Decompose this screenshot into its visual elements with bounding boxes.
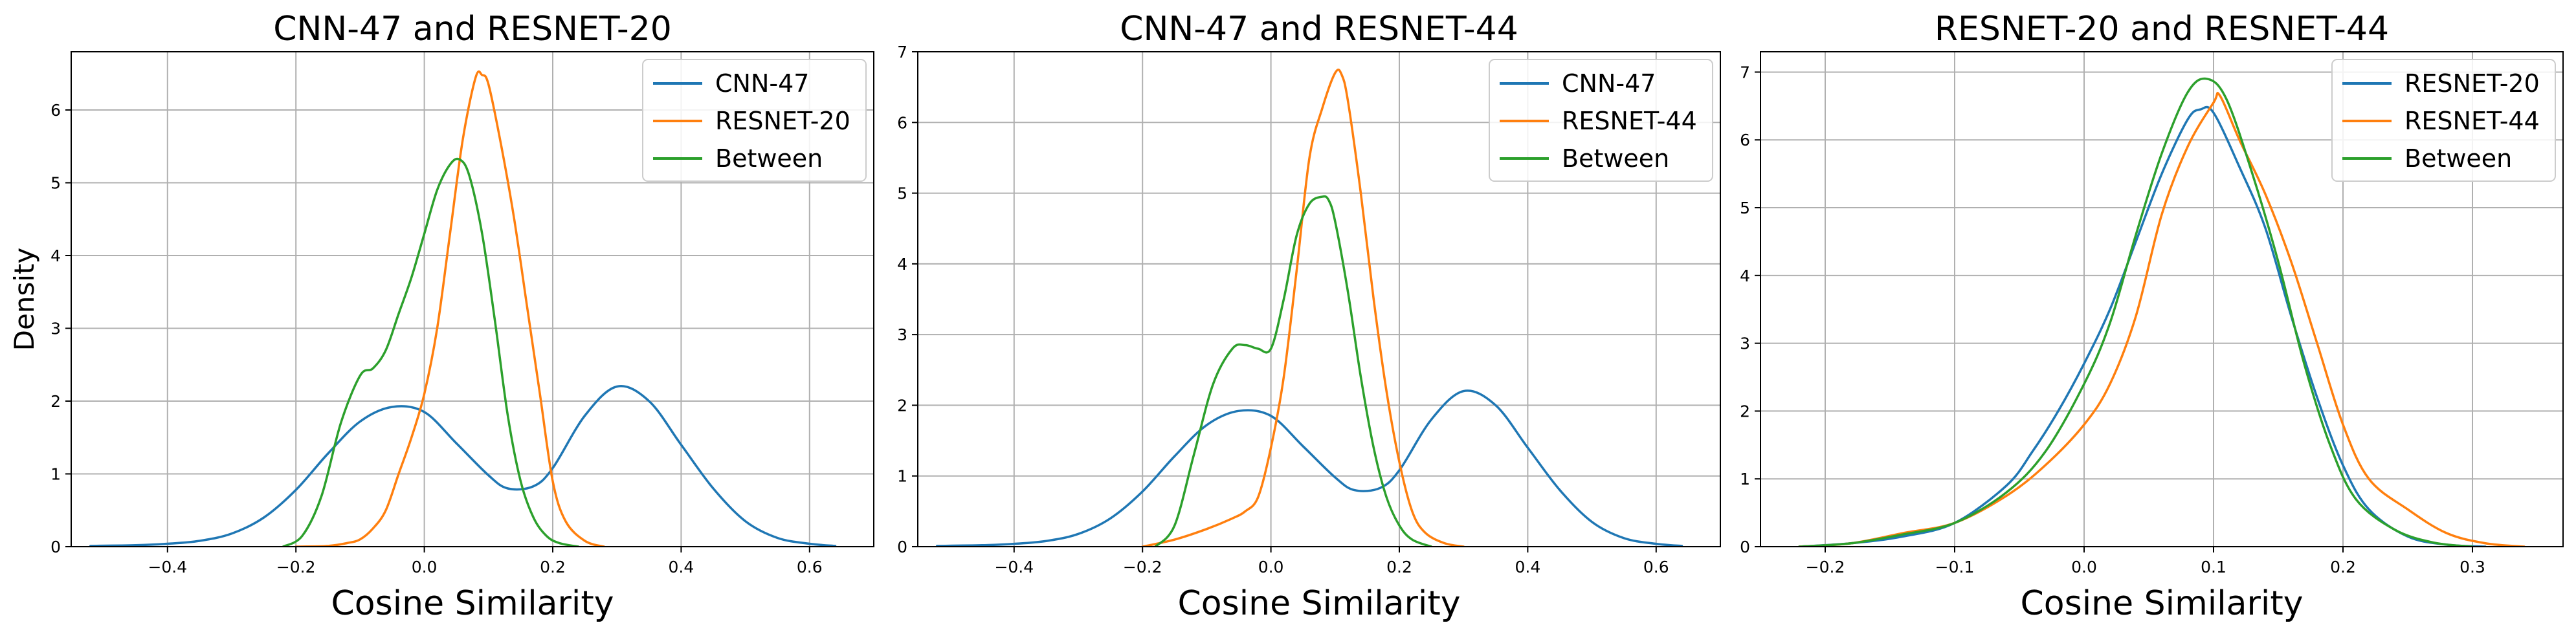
y-tick-label: 1 [50, 465, 61, 484]
legend-entry: Between [715, 144, 823, 173]
y-tick-label: 5 [897, 184, 907, 203]
y-axis-label: Density [8, 248, 40, 351]
legend-entry: RESNET-44 [1562, 107, 1697, 135]
y-tick-label: 4 [897, 255, 907, 274]
series-line-resnet-20 [294, 70, 606, 547]
chart-title: RESNET-20 and RESNET-44 [1935, 10, 2389, 49]
series-line-cnn-47 [89, 385, 837, 547]
legend-entry: Between [2404, 144, 2512, 173]
y-tick-label: 3 [50, 320, 61, 338]
x-tick-label: −0.1 [1935, 558, 1975, 576]
y-tick-label: 2 [1740, 402, 1750, 421]
legend: RESNET-20 RESNET-44 Between [2331, 59, 2556, 182]
y-tick-label: 2 [50, 392, 61, 411]
x-axis-label: Cosine Similarity [2021, 584, 2304, 623]
x-tick-label: 0.3 [2459, 558, 2485, 576]
y-tick-label: 3 [1740, 334, 1750, 353]
chart-panel-1: −0.4 −0.2 0.0 0.2 0.4 0.6 0 1 2 3 4 5 6 CNN-47 and RE… [8, 10, 874, 623]
y-tick-label: 6 [897, 113, 907, 132]
legend-entry: RESNET-44 [2404, 107, 2540, 135]
y-tick-label: 0 [897, 538, 907, 556]
series-line-resnet-44 [1141, 68, 1465, 547]
axes-frame [917, 51, 1721, 547]
chart-panel-2: −0.4 −0.2 0.0 0.2 0.4 0.6 0 1 2 3 4 5 6 7 CNN-47 and R… [897, 10, 1721, 623]
y-tick-label: 1 [1740, 470, 1750, 488]
y-tick-label: 7 [1740, 63, 1750, 82]
series-line-between [282, 157, 580, 547]
legend-entry: RESNET-20 [2404, 69, 2540, 98]
x-tick-label: 0.2 [1386, 558, 1412, 576]
x-tick-label: −0.2 [1123, 558, 1162, 576]
y-tick-label: 5 [50, 174, 61, 193]
x-tick-label: 0.1 [2201, 558, 2226, 576]
legend: CNN-47 RESNET-20 Between [642, 59, 867, 182]
chart-title: CNN-47 and RESNET-20 [273, 10, 672, 49]
legend-box [2331, 59, 2556, 182]
series-line-cnn-47 [936, 389, 1683, 547]
chart-panel-3: −0.2 −0.1 0.0 0.1 0.2 0.3 0 1 2 3 4 5 6 7 RESNET-20 an… [1740, 10, 2564, 623]
x-axis-label: Cosine Similarity [1178, 584, 1461, 623]
x-tick-label: 0.0 [2071, 558, 2097, 576]
x-tick-label: −0.4 [148, 558, 187, 576]
x-tick-label: 0.4 [1515, 558, 1541, 576]
y-tick-label: 4 [1740, 267, 1750, 285]
x-tick-label: −0.4 [994, 558, 1034, 576]
x-axis-label: Cosine Similarity [331, 584, 614, 623]
chart-title: CNN-47 and RESNET-44 [1120, 10, 1518, 49]
series-line-between [1154, 195, 1433, 547]
x-tick-label: 0.6 [797, 558, 823, 576]
y-tick-label: 6 [50, 101, 61, 120]
x-tick-label: 0.0 [1258, 558, 1284, 576]
x-tick-label: 0.2 [540, 558, 566, 576]
legend-entry: RESNET-20 [715, 107, 850, 135]
series-line-between [1798, 77, 2474, 547]
y-tick-label: 5 [1740, 199, 1750, 217]
series-line-resnet-20 [1798, 105, 2487, 547]
y-tick-label: 1 [897, 467, 907, 486]
y-tick-label: 3 [897, 325, 907, 344]
x-tick-label: 0.0 [412, 558, 438, 576]
legend: CNN-47 RESNET-44 Between [1489, 59, 1713, 182]
legend-box [1489, 59, 1713, 182]
legend-entry: CNN-47 [1562, 69, 1656, 98]
x-tick-label: 0.4 [669, 558, 694, 576]
y-tick-label: 0 [1740, 538, 1750, 556]
y-tick-label: 7 [897, 43, 907, 61]
axes-frame [1760, 51, 2564, 547]
x-tick-label: −0.2 [1806, 558, 1845, 576]
legend-entry: CNN-47 [715, 69, 809, 98]
x-tick-label: 0.2 [2330, 558, 2356, 576]
x-tick-label: 0.6 [1643, 558, 1669, 576]
legend-entry: Between [1562, 144, 1669, 173]
y-tick-label: 2 [897, 396, 907, 415]
y-tick-label: 0 [50, 538, 61, 556]
series-line-resnet-44 [1798, 92, 2526, 547]
axes-frame [71, 51, 874, 547]
y-tick-label: 6 [1740, 131, 1750, 149]
legend-box [642, 59, 867, 182]
y-tick-label: 4 [50, 246, 61, 265]
x-tick-label: −0.2 [276, 558, 316, 576]
